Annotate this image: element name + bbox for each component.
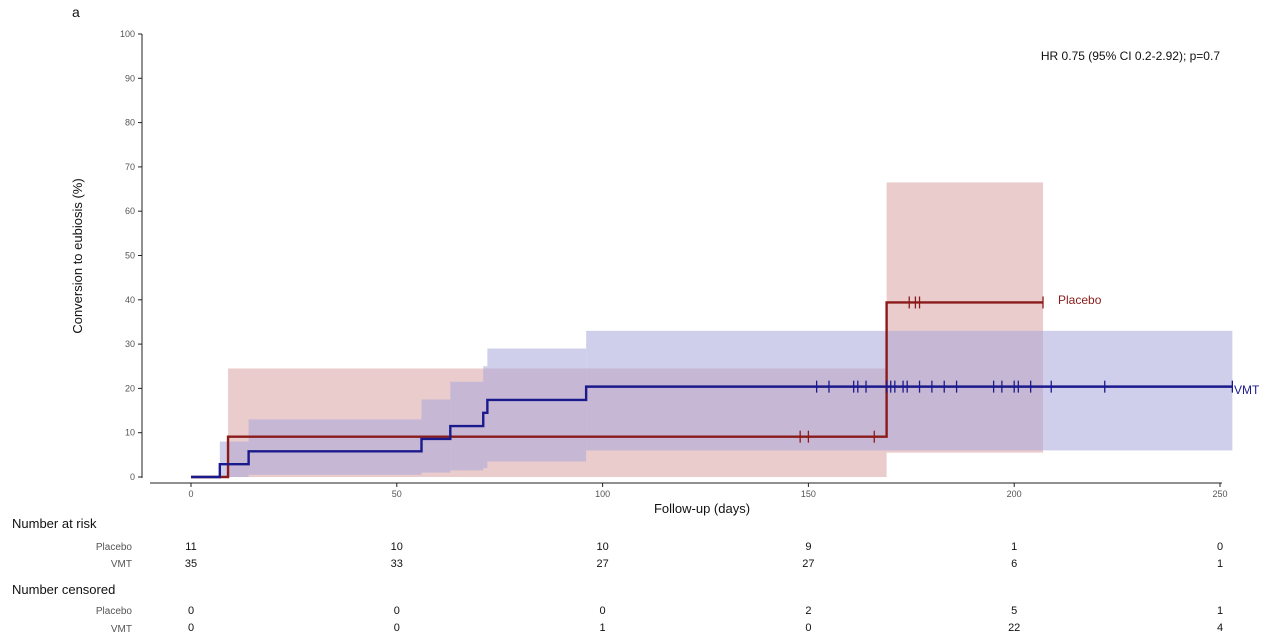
risk-cell-placebo-150: 9 [805, 541, 812, 553]
x-tick-label-100: 100 [595, 489, 610, 499]
y-tick-label-70: 70 [125, 162, 135, 172]
km-curve-vmt [191, 385, 1233, 479]
risk-row-label-placebo: Placebo [95, 542, 132, 553]
risk-cell-vmt-250: 1 [1216, 558, 1224, 570]
y-tick-label-30: 30 [125, 339, 135, 349]
censored-cell-placebo-250: 1 [1216, 605, 1224, 617]
risk-cell-placebo-250: 0 [1216, 541, 1224, 553]
ci-band-vmt-0 [219, 441, 249, 477]
censored-cell-placebo-150: 2 [805, 605, 812, 617]
censored-cell-placebo-100: 0 [599, 605, 606, 617]
x-tick-label-200: 200 [1007, 489, 1022, 499]
x-tick-label-50: 50 [392, 489, 402, 499]
censored-cell-vmt-150: 0 [805, 622, 812, 634]
risk-cell-placebo-100: 10 [596, 541, 609, 553]
ci-band-vmt-5 [487, 348, 587, 462]
censored-table-title: Number censored [12, 582, 116, 597]
y-tick-label-100: 100 [120, 29, 135, 39]
censored-row-label-vmt: VMT [110, 624, 132, 635]
censored-cell-placebo-0: 0 [187, 605, 195, 617]
x-ticks: 0 50 100 150 200 250 [188, 483, 1228, 499]
censored-cell-vmt-50: 0 [393, 622, 400, 634]
y-tick-label-0: 0 [130, 472, 135, 482]
x-tick-label-150: 150 [801, 489, 816, 499]
y-tick-label-50: 50 [125, 251, 135, 261]
censored-cell-vmt-0: 0 [187, 622, 195, 634]
km-curve-placebo [191, 301, 1044, 479]
km-curves [191, 301, 1233, 479]
x-tick-label-0: 0 [188, 489, 193, 499]
x-tick-label-250: 250 [1212, 489, 1227, 499]
censored-cell-placebo-200: 5 [1011, 605, 1018, 617]
risk-cell-vmt-50: 33 [390, 558, 403, 570]
risk-cell-placebo-200: 1 [1011, 541, 1018, 553]
y-tick-label-40: 40 [125, 295, 135, 305]
risk-cell-placebo-50: 10 [390, 541, 403, 553]
y-tick-label-90: 90 [125, 73, 135, 83]
censored-cell-vmt-250: 4 [1216, 622, 1224, 634]
y-tick-label-80: 80 [125, 118, 135, 128]
risk-cell-vmt-150: 27 [802, 558, 815, 570]
risk-cell-vmt-0: 35 [184, 558, 198, 570]
risk-row-label-vmt: VMT [110, 559, 132, 570]
y-ticks: 0 10 20 30 40 50 60 70 80 90 100 [120, 29, 142, 482]
confidence-bands [219, 182, 1233, 477]
y-tick-label-10: 10 [125, 428, 135, 438]
risk-cell-placebo-0: 11 [185, 541, 197, 553]
risk-table-title: Number at risk [12, 516, 97, 531]
ci-band-vmt-4 [483, 366, 488, 469]
series-label-placebo: Placebo [1058, 293, 1102, 307]
x-axis-label: Follow-up (days) [654, 501, 750, 516]
series-label-vmt: VMT [1234, 383, 1260, 397]
risk-cell-vmt-100: 27 [596, 558, 609, 570]
censored-cell-vmt-200: 22 [1008, 622, 1021, 634]
ci-band-vmt-1 [248, 419, 422, 475]
censored-cell-placebo-50: 0 [393, 605, 400, 617]
panel-label: a [72, 4, 80, 20]
risk-cell-vmt-200: 6 [1011, 558, 1018, 570]
y-tick-label-60: 60 [125, 206, 135, 216]
y-axis-label: Conversion to eubiosis (%) [70, 178, 85, 333]
censored-row-label-placebo: Placebo [95, 606, 132, 617]
hr-annotation: HR 0.75 (95% CI 0.2-2.92); p=0.7 [1041, 49, 1220, 63]
censor-marks [799, 296, 1233, 443]
censored-cell-vmt-100: 1 [599, 622, 606, 634]
y-tick-label-20: 20 [125, 383, 135, 393]
ci-band-vmt-6 [586, 330, 1233, 451]
